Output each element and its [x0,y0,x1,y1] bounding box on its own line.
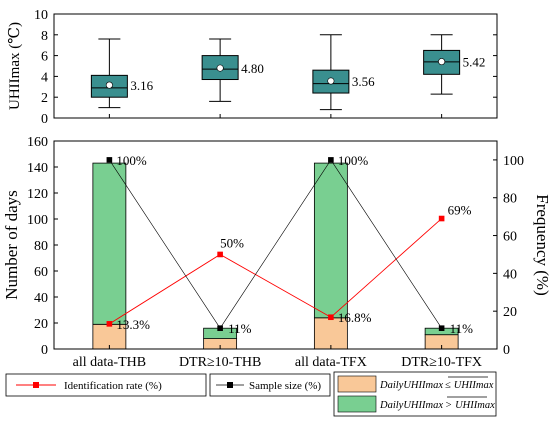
bar-y2-tick-label: 40 [503,267,517,282]
legend-marker-sample [227,382,233,388]
bar-y-tick-label: 0 [41,343,48,358]
bar-y-tick-label: 160 [27,135,48,150]
box-mean-marker [105,81,113,89]
box-y-tick-label: 10 [34,8,48,23]
bar-y2-tick-label: 0 [503,343,510,358]
bar-x-tick-label: all data-TFX [295,355,367,370]
bar-y2-tick-label: 100 [503,154,524,169]
sample-size-label: 11% [450,321,474,336]
legend-box-sample [209,373,331,397]
box-plot-panel: 0 2 4 6 8 10 3.16 4.80 3.56 5.42 UHIImax (℃) [7,8,498,127]
box-mean-label: 5.42 [463,55,486,70]
legend: Identification rate (%) Sample size (%) … [5,371,497,417]
box-mean-label: 3.16 [130,78,153,93]
sample-size-label: 100% [116,153,147,168]
identification-rate-point [217,251,223,258]
identification-rate-line [109,218,442,325]
sample-size-point [438,325,445,331]
sample-size-point [217,325,223,331]
bar-chart-left-ticks: 0 20 40 60 80 100 120 140 160 [27,135,58,358]
identification-rate-label: 69% [448,203,472,218]
bar-x-tick-label: DTR≥10-TFX [401,355,482,370]
bar-chart-right-ticks: 0 20 40 60 80 100 [493,154,524,358]
box-1: 3.16 [90,38,154,109]
sample-size-label: 100% [338,153,369,168]
legend-label-sample: Sample size (%) [249,380,321,392]
legend-box-identification [5,373,207,397]
sample-size-point [328,157,334,163]
legend-label-gt: DailyUHIImax > UHIImax [379,400,495,411]
box-y-tick-label: 0 [41,112,48,127]
bar-y2-tick-label: 80 [503,192,517,207]
bar-x-tick-label: all data-THB [73,355,146,370]
identification-rate-label: 13.3% [116,317,150,332]
bar-segment-le [92,323,127,350]
bar-y-tick-label: 20 [34,317,48,332]
bar-y-tick-label: 120 [27,187,48,202]
box-mean-marker [438,58,446,66]
legend-swatch-gt [337,395,377,413]
legend-swatch-le [337,375,377,393]
box-plot-boxes: 3.16 4.80 3.56 5.42 [90,34,486,111]
box-3: 3.56 [312,34,375,111]
box-y-tick-label: 2 [41,91,48,106]
box-2: 4.80 [201,38,264,102]
legend-label-le: DailyUHIImax ≤ UHIImax [379,380,494,391]
box-y-tick-label: 6 [41,50,48,65]
bar-y-tick-label: 80 [34,239,48,254]
bar-segment-gt [313,162,348,319]
x-category-ticks: all data-THB DTR≥10-THB all data-TFX DTR≥10… [73,345,482,370]
bar-y-tick-label: 100 [27,213,48,228]
identification-rate-point [438,215,445,222]
bar-y-tick-label: 140 [27,161,48,176]
box-plot-frame [53,13,498,119]
box-mean-label: 4.80 [241,61,264,76]
sample-size-label: 11% [228,321,252,336]
bar-segment-le [313,317,348,350]
box-mean-marker [216,64,224,72]
bar-x-tick-label: DTR≥10-THB [179,355,261,370]
box-4: 5.42 [423,34,486,95]
sample-size-point [106,157,113,163]
box-mean-marker [327,77,335,85]
bar-y2-tick-label: 60 [503,230,517,245]
bar-segment-gt [92,162,127,325]
identification-rate-point [106,321,113,327]
box-y-tick-label: 8 [41,29,48,44]
identification-rate-label: 50% [220,235,244,250]
box-mean-label: 3.56 [352,74,375,89]
sample-size-line [109,159,442,329]
bar-y2-tick-label: 20 [503,305,517,320]
box-plot-y-ticks: 0 2 4 6 8 10 [34,8,497,127]
box-y-tick-label: 4 [41,70,48,85]
box-plot-y-label: UHIImax (℃) [7,22,23,110]
bar-y-tick-label: 60 [34,265,48,280]
bar-y-tick-label: 40 [34,291,48,306]
stacked-bars [92,162,459,350]
identification-rate-label: 16.8% [338,310,372,325]
bar-chart-y2-label: Frequency (%) [533,194,550,296]
bar-chart-panel: 13.3% 50% 16.8% 69% 100% 11% 100% 11% 0 20 40 60 80… [2,135,550,370]
bar-chart-y-label: Number of days [2,190,21,300]
legend-label-identification: Identification rate (%) [64,380,162,392]
overlay-lines: 13.3% 50% 16.8% 69% 100% 11% 100% 11% [106,153,474,336]
identification-rate-point [328,314,334,321]
legend-marker-identification [33,382,39,388]
